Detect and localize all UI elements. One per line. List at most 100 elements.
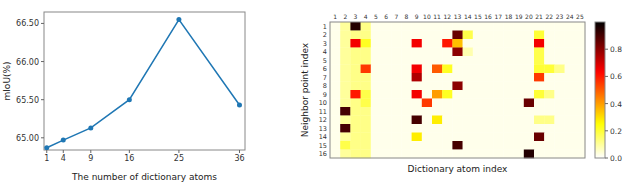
cell bbox=[473, 90, 484, 99]
cell bbox=[442, 141, 453, 150]
cell bbox=[483, 90, 494, 99]
cell bbox=[463, 82, 474, 91]
cell bbox=[544, 150, 555, 159]
cell bbox=[534, 99, 545, 108]
cell bbox=[350, 48, 361, 57]
cell bbox=[544, 39, 555, 48]
cell bbox=[330, 82, 341, 91]
x-tick-label: 15 bbox=[474, 13, 482, 20]
cell bbox=[412, 56, 423, 65]
cell bbox=[432, 65, 443, 74]
cell bbox=[565, 99, 576, 108]
cell bbox=[381, 48, 392, 57]
cell bbox=[463, 107, 474, 116]
cell bbox=[554, 65, 565, 74]
cell bbox=[575, 31, 586, 40]
cell bbox=[381, 56, 392, 65]
cell bbox=[371, 133, 382, 142]
y-tick bbox=[41, 23, 44, 24]
cell bbox=[473, 133, 484, 142]
y-tick-label: 66.50 bbox=[16, 19, 39, 28]
cell bbox=[350, 107, 361, 116]
cell bbox=[442, 22, 453, 31]
cell bbox=[473, 56, 484, 65]
cell bbox=[524, 133, 535, 142]
cell bbox=[575, 116, 586, 125]
cell bbox=[340, 39, 351, 48]
colorbar-axis: 0.00.20.40.60.8 bbox=[605, 45, 622, 163]
cell bbox=[442, 90, 453, 99]
chart-canvas: 14916253665.0065.5066.0066.50The number … bbox=[0, 0, 640, 191]
cell bbox=[442, 107, 453, 116]
cell bbox=[361, 107, 372, 116]
cell bbox=[452, 82, 463, 91]
point bbox=[237, 103, 242, 108]
cell bbox=[524, 99, 535, 108]
cell bbox=[350, 56, 361, 65]
cell bbox=[565, 31, 576, 40]
x-tick-label: 25 bbox=[174, 154, 184, 163]
cell bbox=[565, 65, 576, 74]
cell bbox=[463, 73, 474, 82]
cell bbox=[575, 22, 586, 31]
cell bbox=[483, 39, 494, 48]
cell bbox=[503, 73, 514, 82]
cell bbox=[401, 116, 412, 125]
cell bbox=[340, 56, 351, 65]
cell bbox=[534, 116, 545, 125]
cell bbox=[565, 150, 576, 159]
y-tick-label: 5 bbox=[323, 57, 327, 65]
cell bbox=[544, 31, 555, 40]
cell bbox=[350, 99, 361, 108]
cell bbox=[361, 39, 372, 48]
cell bbox=[340, 107, 351, 116]
cell bbox=[575, 82, 586, 91]
cell bbox=[350, 133, 361, 142]
cell bbox=[350, 150, 361, 159]
cell bbox=[401, 39, 412, 48]
cell bbox=[514, 56, 525, 65]
colorbar-tick bbox=[605, 130, 608, 131]
cell bbox=[340, 124, 351, 133]
cell bbox=[401, 65, 412, 74]
cell bbox=[554, 116, 565, 125]
y-tick-label: 13 bbox=[319, 125, 327, 133]
cell bbox=[432, 150, 443, 159]
cell bbox=[473, 124, 484, 133]
cell bbox=[452, 56, 463, 65]
x-tick-label: 2 bbox=[343, 13, 347, 20]
cell bbox=[361, 124, 372, 133]
cell bbox=[391, 48, 402, 57]
x-tick-label: 12 bbox=[443, 13, 451, 20]
cell bbox=[371, 150, 382, 159]
y-tick-label: 2 bbox=[323, 31, 327, 39]
cell bbox=[565, 48, 576, 57]
cell bbox=[463, 22, 474, 31]
y-axis: 65.0065.5066.0066.50 bbox=[16, 19, 44, 142]
cell bbox=[503, 99, 514, 108]
cell bbox=[330, 133, 341, 142]
cell bbox=[463, 124, 474, 133]
x-tick-label: 3 bbox=[354, 13, 358, 20]
cell bbox=[442, 124, 453, 133]
cell bbox=[412, 39, 423, 48]
colorbar-tick-label: 0.2 bbox=[610, 127, 622, 136]
cell bbox=[401, 22, 412, 31]
cell bbox=[493, 73, 504, 82]
cell bbox=[422, 48, 433, 57]
cell bbox=[493, 107, 504, 116]
cell bbox=[544, 99, 555, 108]
cell bbox=[371, 39, 382, 48]
cell bbox=[350, 141, 361, 150]
cell bbox=[514, 22, 525, 31]
cell bbox=[371, 82, 382, 91]
cell bbox=[442, 99, 453, 108]
cell bbox=[340, 141, 351, 150]
cell bbox=[483, 141, 494, 150]
y-tick bbox=[41, 61, 44, 62]
cell bbox=[503, 141, 514, 150]
cell bbox=[361, 73, 372, 82]
cell bbox=[452, 73, 463, 82]
cell bbox=[432, 133, 443, 142]
cell bbox=[534, 73, 545, 82]
